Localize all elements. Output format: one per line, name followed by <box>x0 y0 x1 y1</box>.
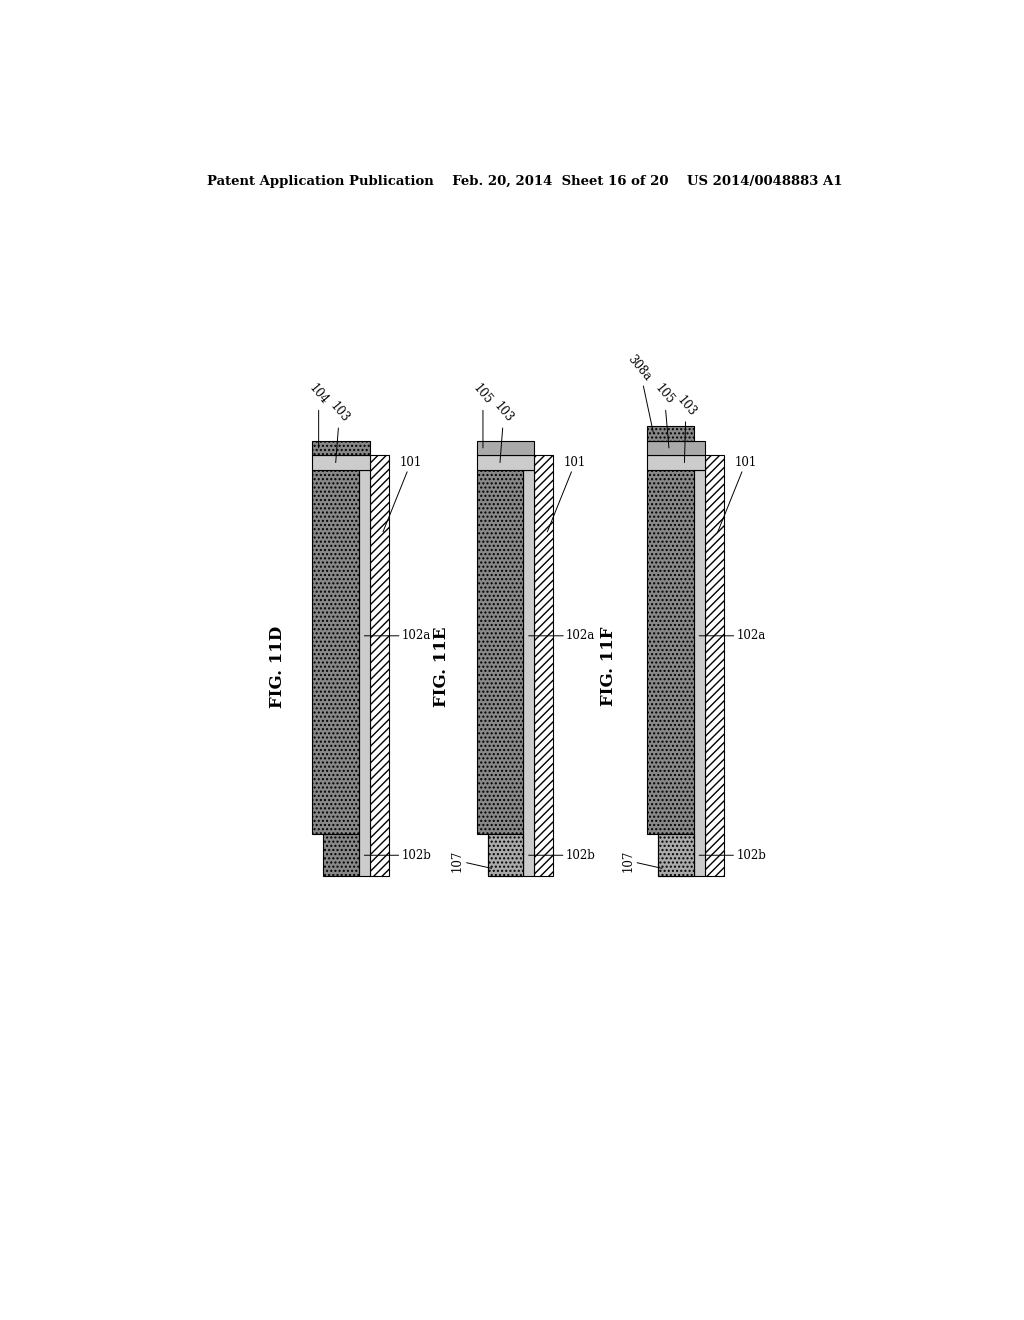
Text: 101: 101 <box>383 455 422 532</box>
Text: Patent Application Publication    Feb. 20, 2014  Sheet 16 of 20    US 2014/00488: Patent Application Publication Feb. 20, … <box>207 176 843 187</box>
Bar <box>693 470 705 876</box>
Text: 103: 103 <box>492 400 516 462</box>
Bar <box>487 834 523 876</box>
Bar <box>487 834 523 876</box>
Bar <box>523 470 535 876</box>
Text: 103: 103 <box>674 393 698 462</box>
Text: 103: 103 <box>328 400 352 462</box>
Bar <box>312 470 359 834</box>
Text: 102b: 102b <box>365 849 431 862</box>
Text: FIG. 11E: FIG. 11E <box>433 627 451 706</box>
Text: 102b: 102b <box>699 849 766 862</box>
Bar <box>658 834 693 876</box>
Bar <box>312 455 370 470</box>
Bar <box>477 455 535 470</box>
Text: 102a: 102a <box>699 630 766 643</box>
Bar <box>647 470 693 834</box>
Bar <box>647 441 705 455</box>
Text: 102a: 102a <box>528 630 595 643</box>
Text: FIG. 11F: FIG. 11F <box>600 627 617 706</box>
Text: 107: 107 <box>451 850 492 871</box>
Bar <box>312 441 370 455</box>
Bar <box>324 834 359 876</box>
Bar <box>477 441 535 455</box>
Text: 105: 105 <box>471 381 496 447</box>
Bar <box>658 834 693 876</box>
Text: 101: 101 <box>718 455 757 532</box>
Bar <box>705 455 724 876</box>
Text: 102a: 102a <box>365 630 431 643</box>
Bar <box>647 455 705 470</box>
Text: 101: 101 <box>547 455 587 532</box>
Bar <box>477 470 523 834</box>
Text: 105: 105 <box>652 381 677 447</box>
Text: 308a: 308a <box>625 352 654 433</box>
Bar <box>359 470 370 876</box>
Text: FIG. 11D: FIG. 11D <box>269 626 286 708</box>
Text: 107: 107 <box>622 850 662 871</box>
Text: 104: 104 <box>306 381 331 447</box>
Bar <box>647 425 693 441</box>
Bar <box>535 455 554 876</box>
Bar <box>370 455 389 876</box>
Text: 102b: 102b <box>528 849 596 862</box>
